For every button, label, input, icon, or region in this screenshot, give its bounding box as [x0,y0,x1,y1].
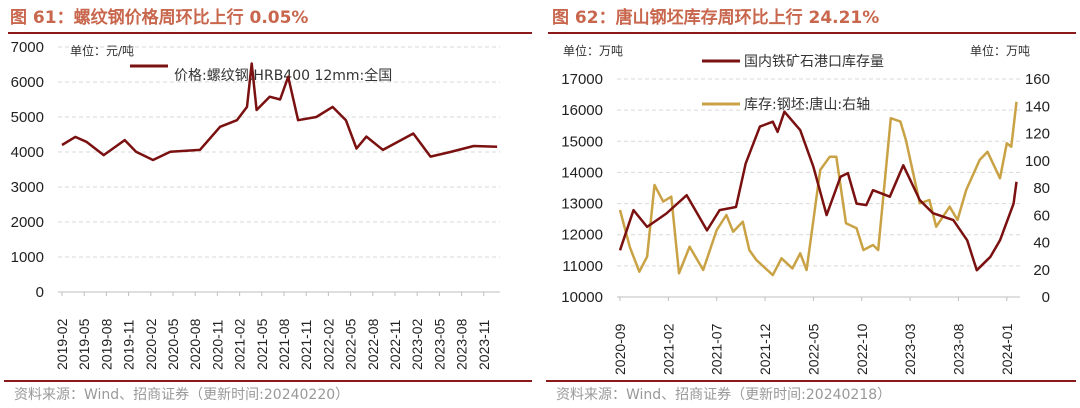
y-tick-label: 3000 [11,179,44,196]
left-y-tick-label: 11000 [562,258,603,275]
x-tick-label: 2023-05 [431,318,447,370]
right-y-tick-label: 0 [1042,289,1050,306]
x-tick-label: 2022-11 [387,319,403,370]
x-tick-label: 2020-02 [143,318,159,370]
chart-62: 图 62：唐山钢坯库存周环比上行 24.21% 1000011000120001… [546,7,1076,403]
gridlines [617,78,1020,301]
right-y-tick-label: 120 [1025,126,1050,143]
x-tick-label: 2021-05 [254,318,270,370]
left-y-tick-label: 12000 [561,227,603,244]
y-tick-label: 1000 [11,249,44,266]
left-y-tick-label: 16000 [561,102,603,119]
series-line-billet-inventory [618,101,1018,277]
chart-61-title: 图 61：螺纹钢价格周环比上行 0.05% [10,7,308,28]
x-tick-label: 2021-11 [298,319,314,370]
legend-label-billet: 库存:钢坯:唐山:右轴 [744,96,870,113]
right-y-tick-label: 60 [1033,207,1050,224]
y-tick-label: 5000 [11,109,44,126]
y-tick-label: 2000 [11,214,44,231]
x-tick-label: 2022-08 [365,318,381,370]
x-tick-label: 2019-08 [98,318,114,370]
y-tick-label: 4000 [11,144,44,161]
x-tick-label: 2021-02 [232,318,248,370]
source-note: 资料来源：Wind、招商证券（更新时间:20240218） [556,387,891,403]
x-axis-ticks: 2019-02 2019-05 2019-08 2019-11 2020-02 2020-… [54,318,492,370]
x-tick-label: 2021-02 [660,323,676,375]
x-tick-label: 2019-02 [54,318,70,370]
legend-label-rebar: 价格:螺纹钢:HRB400 12mm:全国 [174,67,392,84]
legend-label-ore: 国内铁矿石港口库存量 [744,54,884,70]
y-tick-label: 0 [36,284,44,301]
y-tick-label: 6000 [11,74,44,91]
x-tick-label: 2022-10 [854,323,870,375]
right-y-tick-label: 80 [1033,180,1050,197]
series-line-ore-inventory [618,110,1018,272]
left-y-tick-label: 13000 [561,196,603,213]
x-tick-label: 2022-05 [343,318,359,370]
x-tick-label: 2023-11 [476,319,492,370]
left-y-axis-ticks: 10000 11000 12000 13000 14000 15000 16000 17000 [561,71,603,306]
x-tick-label: 2023-08 [950,323,966,375]
x-tick-label: 2021-07 [709,323,725,375]
left-y-tick-label: 14000 [561,164,603,181]
right-y-tick-label: 160 [1025,71,1050,88]
x-tick-label: 2022-02 [320,318,336,370]
x-tick-label: 2023-02 [409,318,425,370]
right-y-tick-label: 100 [1025,153,1050,170]
x-tick-label: 2020-05 [165,318,181,370]
unit-label: 单位：元/吨 [70,43,134,58]
x-tick-label: 2024-01 [999,323,1015,375]
left-unit-label: 单位：万吨 [563,43,623,58]
x-axis-ticks: 2020-09 2021-02 2021-07 2021-12 2022-05 2022-… [612,323,1015,375]
x-tick-label: 2020-08 [187,318,203,370]
gridlines [58,46,500,296]
x-tick-label: 2019-11 [121,319,137,370]
chart-62-title: 图 62：唐山钢坯库存周环比上行 24.21% [552,7,879,28]
right-y-tick-label: 40 [1033,235,1050,252]
x-tick-label: 2022-05 [805,323,821,375]
x-tick-label: 2023-03 [902,323,918,375]
y-axis-ticks: 0 1000 2000 3000 4000 5000 6000 7000 [11,39,44,301]
right-y-tick-label: 20 [1033,262,1050,279]
x-tick-label: 2021-12 [757,323,773,375]
left-y-tick-label: 15000 [561,133,603,150]
right-y-axis-ticks: 0 20 40 60 80 100 120 140 160 [1025,71,1050,306]
x-tick-label: 2020-09 [612,323,628,375]
left-y-tick-label: 17000 [561,71,603,88]
right-unit-label: 单位：万吨 [970,43,1030,58]
series-line-rebar-price [61,62,498,162]
y-tick-label: 7000 [11,39,44,56]
source-note: 资料来源：Wind、招商证券（更新时间:20240220） [14,387,349,403]
x-tick-label: 2019-05 [76,318,92,370]
right-y-tick-label: 140 [1025,98,1050,115]
x-tick-label: 2023-08 [454,318,470,370]
chart-61: 图 61：螺纹钢价格周环比上行 0.05% 0 1000 2000 3000 4000 5… [4,7,532,403]
x-tick-label: 2021-08 [276,318,292,370]
x-tick-label: 2020-11 [209,319,225,370]
left-y-tick-label: 10000 [561,289,603,306]
